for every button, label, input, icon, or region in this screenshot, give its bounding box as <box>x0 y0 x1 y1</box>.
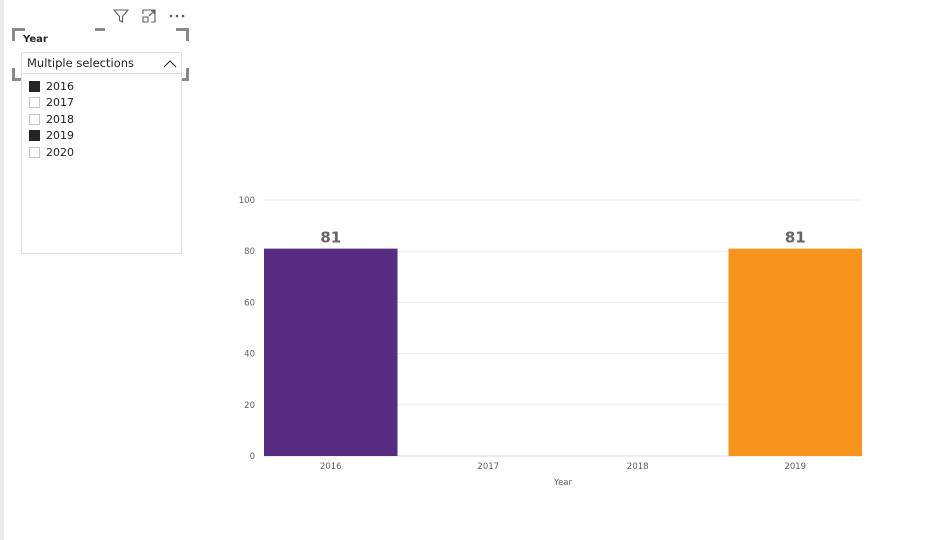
resize-handle-top-left[interactable] <box>12 28 25 41</box>
x-axis-title: Year <box>553 478 573 488</box>
y-tick-label: 20 <box>244 401 255 411</box>
x-tick-label: 2018 <box>627 462 649 472</box>
checkbox[interactable] <box>29 113 40 125</box>
slicer-item-label: 2017 <box>46 95 74 109</box>
x-tick-label: 2019 <box>784 462 806 472</box>
filter-icon[interactable] <box>112 7 130 25</box>
slicer-item-label: 2018 <box>46 112 74 126</box>
checkbox[interactable] <box>29 96 40 108</box>
checkbox[interactable] <box>29 129 40 141</box>
bar-2019[interactable] <box>728 248 863 456</box>
slicer-item-2020[interactable]: 2020 <box>29 145 74 159</box>
slicer-item-2018[interactable]: 2018 <box>29 112 74 126</box>
visual-header <box>112 6 186 26</box>
slicer-dropdown[interactable]: Multiple selections <box>21 52 182 74</box>
y-tick-label: 40 <box>244 350 255 360</box>
checkbox[interactable] <box>29 146 40 158</box>
resize-handle-bottom-right[interactable] <box>176 68 189 81</box>
focus-mode-icon[interactable] <box>140 7 158 25</box>
slicer-dropdown-value: Multiple selections <box>27 56 135 70</box>
canvas-left-edge <box>0 0 4 540</box>
y-tick-label: 80 <box>244 247 255 257</box>
slicer-item-label: 2020 <box>46 145 74 159</box>
slicer-item-2017[interactable]: 2017 <box>29 95 74 109</box>
chevron-up-icon <box>163 54 177 73</box>
data-label: 81 <box>320 229 341 247</box>
slicer-list: 2016 2017 2018 2019 2020 <box>21 74 182 254</box>
slicer-item-2016[interactable]: 2016 <box>29 79 74 93</box>
y-tick-label: 100 <box>239 196 255 206</box>
resize-handle-bottom-left[interactable] <box>12 68 25 81</box>
slicer-item-label: 2016 <box>46 79 74 93</box>
slicer-item-2019[interactable]: 2019 <box>29 128 74 142</box>
y-tick-label: 0 <box>250 452 255 462</box>
checkbox[interactable] <box>29 80 40 92</box>
bar-2016[interactable] <box>264 248 398 456</box>
resize-handle-top[interactable] <box>95 28 105 31</box>
resize-handle-top-right[interactable] <box>176 28 189 41</box>
data-label: 81 <box>785 229 806 247</box>
x-tick-label: 2016 <box>320 462 342 472</box>
y-tick-label: 60 <box>244 298 255 308</box>
slicer-title: Year <box>23 34 48 45</box>
more-options-icon[interactable] <box>168 7 186 25</box>
slicer-item-label: 2019 <box>46 128 74 142</box>
x-tick-label: 2017 <box>477 462 499 472</box>
